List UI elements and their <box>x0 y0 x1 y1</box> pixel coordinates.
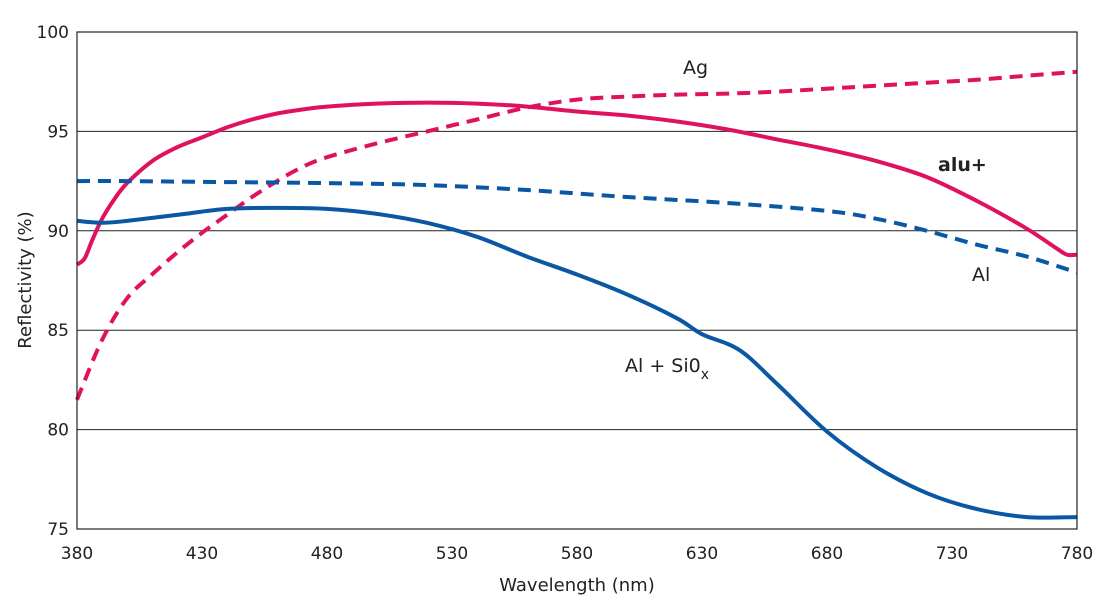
series-label-al-siox-subscript: x <box>701 367 709 383</box>
x-tick-label: 780 <box>1061 544 1093 564</box>
y-tick-label: 85 <box>47 321 69 341</box>
x-tick-label: 680 <box>811 544 843 564</box>
y-tick-label: 95 <box>47 122 69 142</box>
y-tick-label: 100 <box>37 23 69 43</box>
series-line-al-si0 <box>76 205 1078 520</box>
x-tick-label: 730 <box>936 544 968 564</box>
series-label-ag: Ag <box>683 57 708 79</box>
x-axis-title: Wavelength (nm) <box>499 575 655 596</box>
series-label-al: Al <box>972 264 990 286</box>
series-line-al <box>76 179 1078 275</box>
x-tick-label: 380 <box>61 544 93 564</box>
gridlines <box>77 130 1077 431</box>
series-layer <box>75 69 1078 520</box>
x-tick-label: 530 <box>436 544 468 564</box>
y-axis-title: Reflectivity (%) <box>15 211 36 348</box>
x-tick-label: 580 <box>561 544 593 564</box>
series-line-ag <box>75 69 1078 401</box>
x-tick-label: 630 <box>686 544 718 564</box>
y-tick-label: 80 <box>47 421 69 441</box>
series-label-alu-plus: alu+ <box>938 154 987 176</box>
series-label-al-siox: Al + Si0x <box>625 355 709 383</box>
series-label-al-siox-main: Al + Si0 <box>625 355 701 377</box>
plot-frame <box>76 31 1078 530</box>
x-tick-label: 430 <box>186 544 218 564</box>
x-tick-label: 480 <box>311 544 343 564</box>
y-tick-labels: 75 80 85 90 95 100 <box>37 23 69 540</box>
y-tick-label: 90 <box>47 222 69 242</box>
x-tick-labels: 380 430 480 530 580 630 680 730 780 <box>61 544 1093 564</box>
y-tick-label: 75 <box>47 520 69 540</box>
